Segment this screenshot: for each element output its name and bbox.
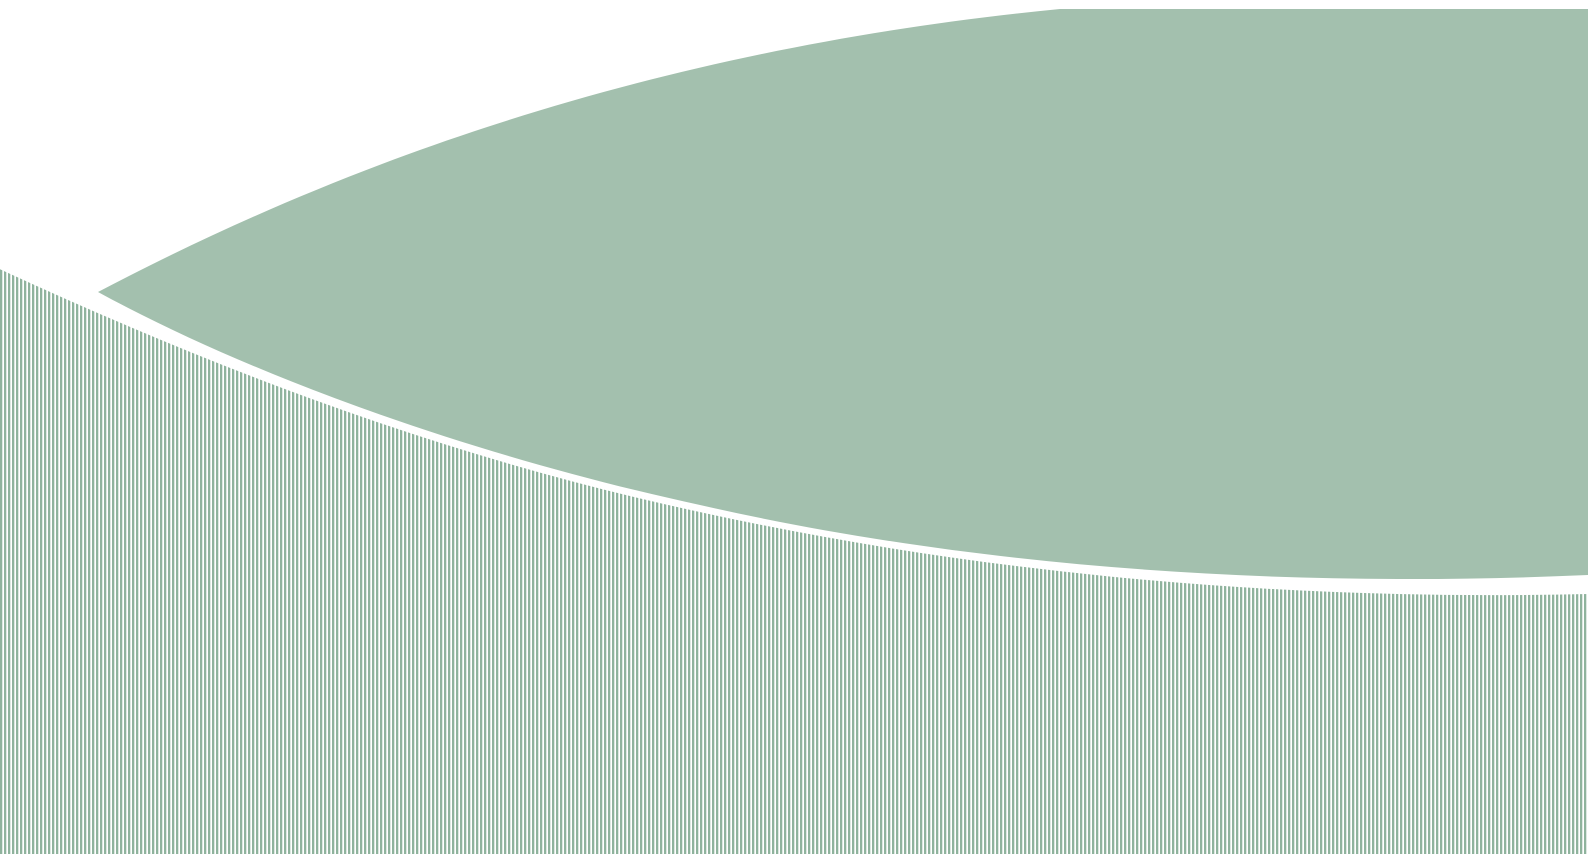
white-separator-curve xyxy=(0,265,1588,596)
striped-wave-region xyxy=(0,267,1588,854)
solid-green-shape xyxy=(98,9,1588,580)
